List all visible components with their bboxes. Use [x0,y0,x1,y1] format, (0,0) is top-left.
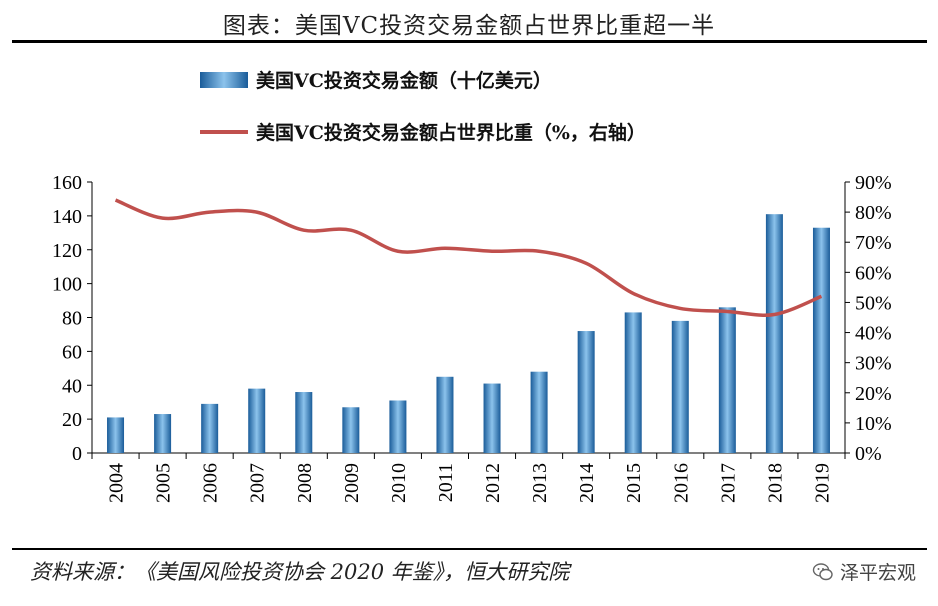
legend-bar-swatch [200,71,248,88]
x-tick-label: 2008 [294,463,316,503]
right-tick-label: 70% [855,232,892,254]
brand-name: 泽平宏观 [839,562,916,584]
right-tick-label: 40% [855,323,892,345]
legend-item-line: 美国VC投资交易金额占世界比重（%，右轴） [200,118,646,145]
bar [812,227,830,453]
bottom-rule [12,548,927,550]
bar [718,307,736,453]
left-tick-label: 20 [62,409,82,431]
x-tick-label: 2014 [576,463,598,503]
bar [154,414,172,453]
bar [436,376,454,453]
x-tick-label: 2004 [106,463,128,503]
wechat-icon [812,562,833,580]
bar [765,214,783,453]
bar [295,392,313,453]
right-tick-label: 90% [855,172,892,194]
x-tick-label: 2010 [388,463,410,503]
x-tick-label: 2011 [435,463,457,502]
chart-title: 图表：美国VC投资交易金额占世界比重超一半 [222,13,716,39]
bar [342,407,360,453]
x-tick-label: 2013 [529,463,551,503]
bar [201,403,219,453]
top-rule [12,40,927,43]
bar [248,388,266,453]
left-tick-label: 160 [52,172,82,194]
legend-bar-label: 美国VC投资交易金额（十亿美元） [256,70,552,92]
legend-item-bar: 美国VC投资交易金额（十亿美元） [200,66,552,93]
brand: 泽平宏观 [812,558,916,585]
bar [671,320,689,453]
x-tick-label: 2019 [811,463,833,503]
legend-line-label: 美国VC投资交易金额占世界比重（%，右轴） [256,122,646,144]
left-tick-label: 80 [62,308,82,330]
right-tick-label: 30% [855,353,892,375]
legend-line-swatch [200,129,248,134]
x-tick-label: 2017 [717,463,739,503]
right-tick-label: 80% [855,202,892,224]
share-line [114,198,823,317]
source-note: 资料来源：《美国风险投资协会 2020 年鉴》，恒大研究院 [30,560,570,584]
left-tick-label: 0 [72,443,82,465]
left-tick-label: 120 [52,240,82,262]
right-tick-label: 60% [855,262,892,284]
left-tick-label: 60 [62,341,82,363]
right-tick-label: 20% [855,383,892,405]
bar [624,312,642,453]
bar [530,371,548,453]
x-tick-label: 2005 [153,463,175,503]
bar [483,383,501,453]
left-tick-label: 140 [52,206,82,228]
bar [389,400,407,453]
left-tick-label: 40 [62,375,82,397]
left-tick-label: 100 [52,274,82,296]
x-tick-label: 2015 [623,463,645,503]
bar [107,417,125,453]
x-tick-label: 2007 [247,463,269,503]
x-tick-label: 2012 [482,463,504,503]
right-tick-label: 10% [855,413,892,435]
x-tick-label: 2016 [670,463,692,503]
right-tick-label: 0% [855,443,882,465]
right-tick-label: 50% [855,292,892,314]
x-tick-label: 2018 [764,463,786,503]
x-tick-label: 2009 [341,463,363,503]
x-tick-label: 2006 [200,463,222,503]
bar [577,331,595,453]
